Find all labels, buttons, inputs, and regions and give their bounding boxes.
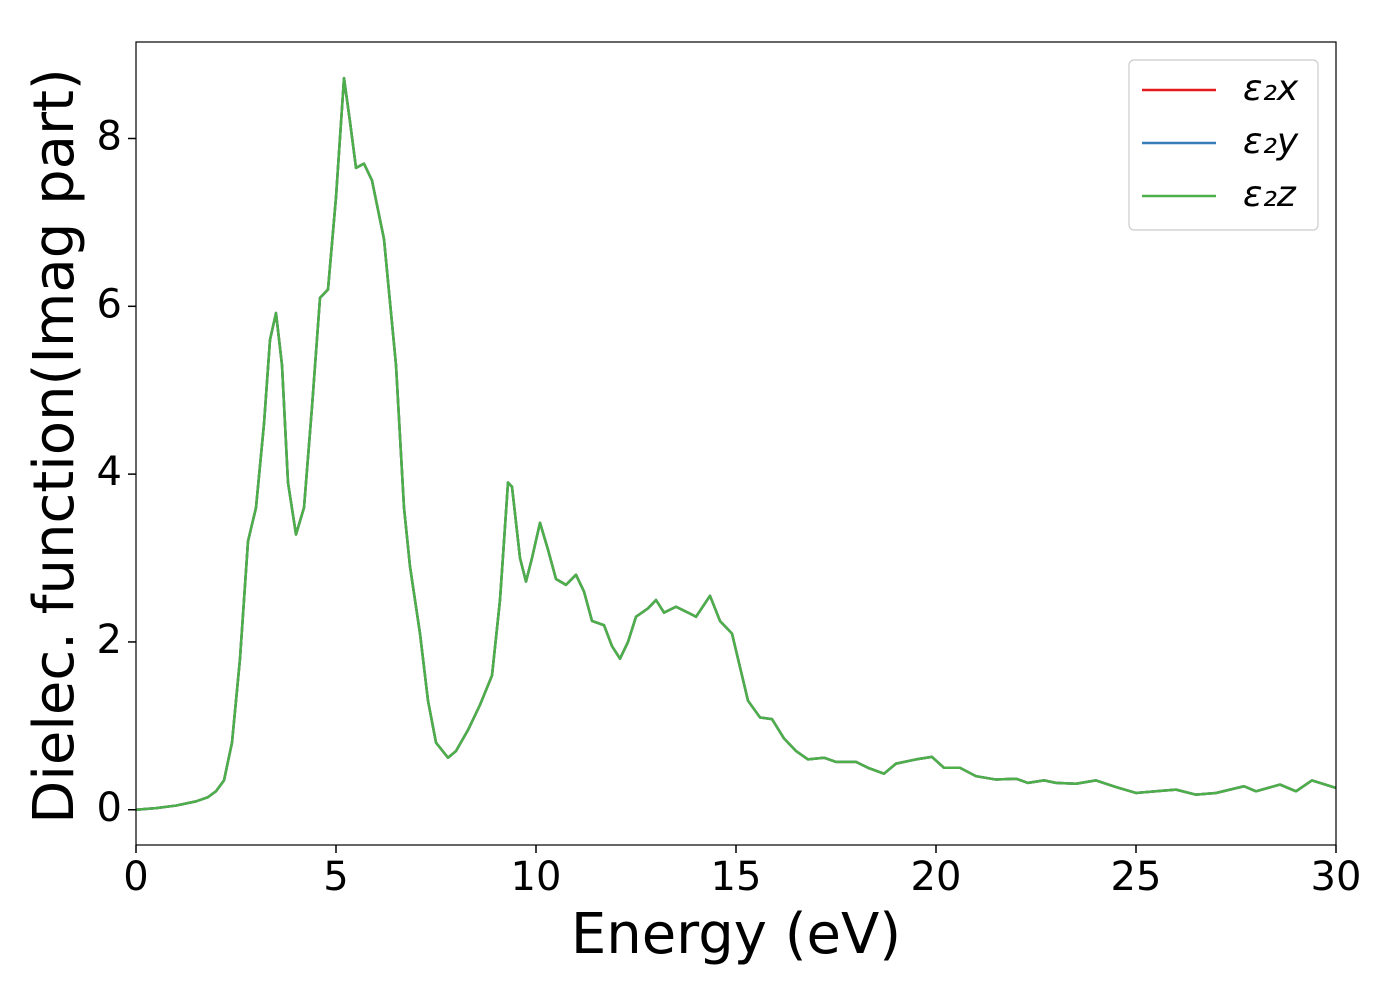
y-tick-label: 2 [97, 617, 122, 663]
legend-label: ε₂z [1243, 174, 1297, 215]
x-tick-label: 25 [1111, 854, 1162, 900]
x-tick-label: 20 [911, 854, 962, 900]
series-line [135, 76, 1337, 812]
x-axis-label: Energy (eV) [571, 902, 901, 967]
y-tick-label: 4 [97, 449, 122, 495]
y-axis-label: Dielec. function(Imag part) [22, 68, 87, 824]
x-tick-label: 5 [323, 854, 348, 900]
x-tick-label: 0 [123, 854, 148, 900]
y-tick-label: 0 [97, 785, 122, 831]
legend-label: ε₂y [1243, 121, 1299, 162]
legend-box [1128, 59, 1319, 231]
legend-label: ε₂x [1243, 68, 1299, 109]
y-tick-label: 6 [97, 281, 122, 327]
y-tick-label: 8 [97, 113, 122, 159]
x-tick-label: 15 [711, 854, 762, 900]
plot-frame [135, 41, 1337, 846]
x-tick-label: 30 [1311, 854, 1362, 900]
x-tick-label: 10 [511, 854, 562, 900]
